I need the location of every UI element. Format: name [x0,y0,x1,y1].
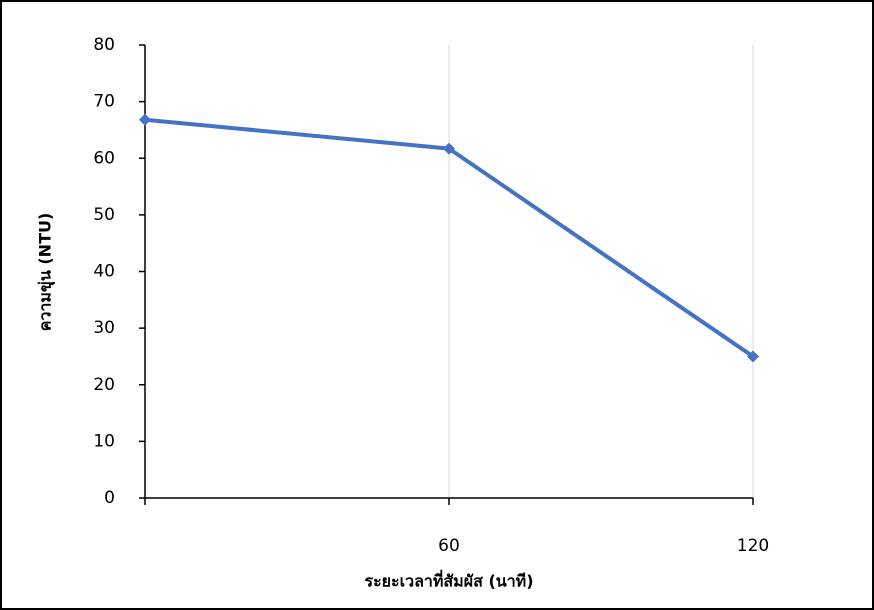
y-tick-label: 20 [93,375,115,395]
y-tick-label: 60 [93,148,115,168]
x-tick-label: 120 [737,536,769,556]
page: ระยะเวลาที่สัมผัส (นาที) ความขุ่น (NTU) … [0,0,874,610]
chart: ระยะเวลาที่สัมผัส (นาที) ความขุ่น (NTU) … [0,0,874,610]
y-tick-label: 0 [104,488,115,508]
y-tick-label: 30 [93,318,115,338]
y-axis-title: ความขุ่น (NTU) [36,213,56,332]
chart-border [1,1,873,609]
x-tick-label: 60 [438,536,460,556]
x-axis-title: ระยะเวลาที่สัมผัส (นาที) [364,570,533,591]
y-tick-label: 70 [93,92,115,112]
y-tick-label: 40 [93,262,115,282]
y-tick-label: 80 [93,35,115,55]
y-tick-label: 10 [93,431,115,451]
y-tick-label: 50 [93,205,115,225]
